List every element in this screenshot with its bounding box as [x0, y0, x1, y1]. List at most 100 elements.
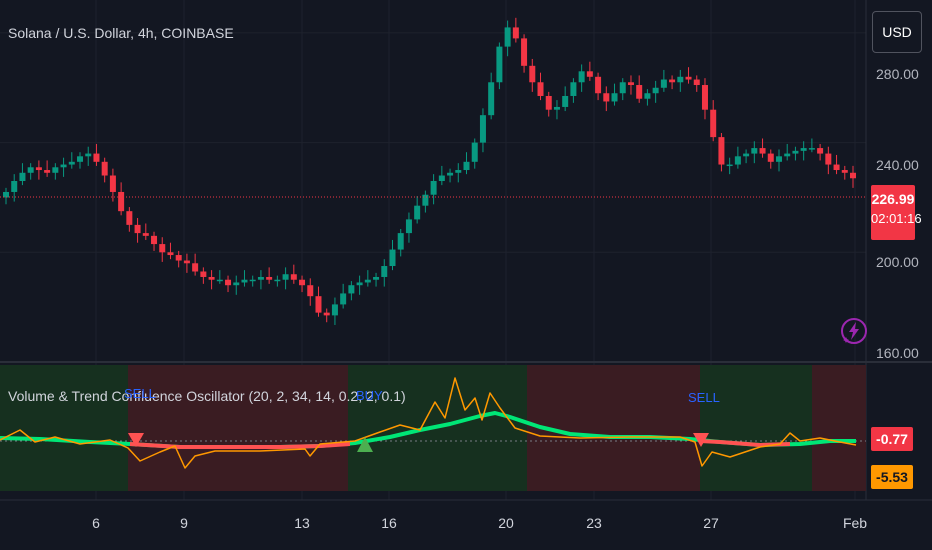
sell-signal-marker — [128, 433, 144, 447]
signal-label-sell: SELL — [688, 390, 720, 405]
candle-body — [488, 82, 495, 116]
oscillator-background-zones — [0, 365, 866, 491]
candle-body — [603, 93, 610, 102]
candle-body — [405, 219, 412, 234]
candle-body — [118, 191, 125, 212]
candle-body — [151, 235, 158, 245]
candle-body — [381, 266, 388, 277]
candle-body — [52, 167, 59, 173]
candle-body — [225, 279, 232, 286]
candle-body — [652, 87, 659, 94]
candle-body — [192, 263, 199, 272]
candle-body — [348, 285, 355, 294]
oscillator-value-orange: -5.53 — [871, 465, 913, 489]
candle-body — [447, 172, 454, 176]
candle-body — [636, 85, 643, 99]
lightning-icon[interactable] — [839, 316, 869, 346]
candle-body — [266, 276, 273, 280]
candle-body — [134, 224, 141, 234]
candle-body — [817, 148, 824, 154]
time-tick: 16 — [381, 515, 397, 531]
oscillator-zone — [812, 365, 866, 491]
candle-body — [93, 153, 100, 162]
candle-body — [233, 282, 240, 286]
candle-body — [677, 76, 684, 83]
candle-body — [44, 170, 51, 173]
candle-body — [142, 233, 149, 236]
candle-body — [512, 27, 519, 39]
candle-body — [775, 156, 782, 162]
candle-body — [430, 181, 437, 195]
signal-label-sell: SELL — [124, 386, 156, 401]
candle-body — [496, 46, 503, 83]
candle-body — [701, 85, 708, 110]
candle-body — [340, 293, 347, 305]
candle-body — [751, 148, 758, 154]
candle-body — [257, 276, 264, 280]
candle-body — [60, 164, 67, 168]
time-tick: 13 — [294, 515, 310, 531]
price-tick: 200.00 — [876, 254, 919, 270]
candle-body — [463, 161, 470, 171]
oscillator-signal-line — [0, 377, 857, 469]
candle-body — [627, 82, 634, 86]
candle-body — [726, 164, 733, 167]
oscillator-lines — [0, 377, 857, 469]
candle-body — [249, 279, 256, 282]
oscillator-zone — [700, 365, 790, 491]
candle-body — [537, 82, 544, 96]
oscillator-trend-line-bear — [129, 442, 351, 449]
candle-body — [800, 148, 807, 151]
candle-body — [718, 137, 725, 165]
time-tick: 23 — [586, 515, 602, 531]
candle-body — [126, 211, 133, 225]
oscillator-value-red: -0.77 — [871, 427, 913, 451]
candle-body — [389, 249, 396, 267]
candle-body — [282, 274, 289, 280]
price-tick: 160.00 — [876, 345, 919, 361]
candle-body — [422, 194, 429, 206]
candle-body — [11, 181, 18, 192]
candle-body — [85, 153, 92, 157]
candle-body — [562, 95, 569, 107]
candle-body — [208, 276, 215, 280]
candle-body — [504, 27, 511, 47]
candle-body — [77, 156, 84, 162]
candle-body — [553, 106, 560, 110]
candle-body — [19, 172, 26, 181]
currency-button[interactable]: USD — [872, 11, 922, 53]
candle-body — [109, 175, 116, 192]
candle-body — [767, 153, 774, 162]
last-price-badge: 226.99 02:01:16 — [871, 185, 922, 240]
candle-body — [438, 175, 445, 181]
candle-body — [825, 153, 832, 165]
candle-body — [299, 279, 306, 286]
bar-countdown: 02:01:16 — [871, 211, 922, 226]
candle-body — [35, 167, 42, 171]
candle-body — [68, 161, 75, 165]
time-tick: 9 — [180, 515, 188, 531]
candle-body — [307, 285, 314, 297]
candle-body — [545, 95, 552, 110]
oscillator-zone — [0, 365, 128, 491]
chart-title[interactable]: Solana / U.S. Dollar, 4h, COINBASE — [8, 25, 234, 41]
candle-body — [611, 93, 618, 102]
candlestick-series — [3, 17, 856, 325]
candle-body — [644, 93, 651, 99]
sell-signal-marker — [693, 433, 709, 447]
candle-body — [3, 191, 9, 198]
oscillator-zone — [527, 365, 700, 491]
candle-body — [315, 296, 322, 313]
candle-body — [397, 233, 404, 250]
candle-body — [167, 252, 174, 256]
candle-body — [710, 109, 717, 138]
candle-body — [850, 172, 856, 179]
candle-body — [455, 170, 462, 173]
price-tick: 280.00 — [876, 66, 919, 82]
time-tick: 27 — [703, 515, 719, 531]
buy-signal-marker — [357, 437, 373, 452]
time-tick: 6 — [92, 515, 100, 531]
price-tick: 240.00 — [876, 157, 919, 173]
oscillator-title[interactable]: Volume & Trend Confluence Oscillator (20… — [8, 388, 406, 404]
